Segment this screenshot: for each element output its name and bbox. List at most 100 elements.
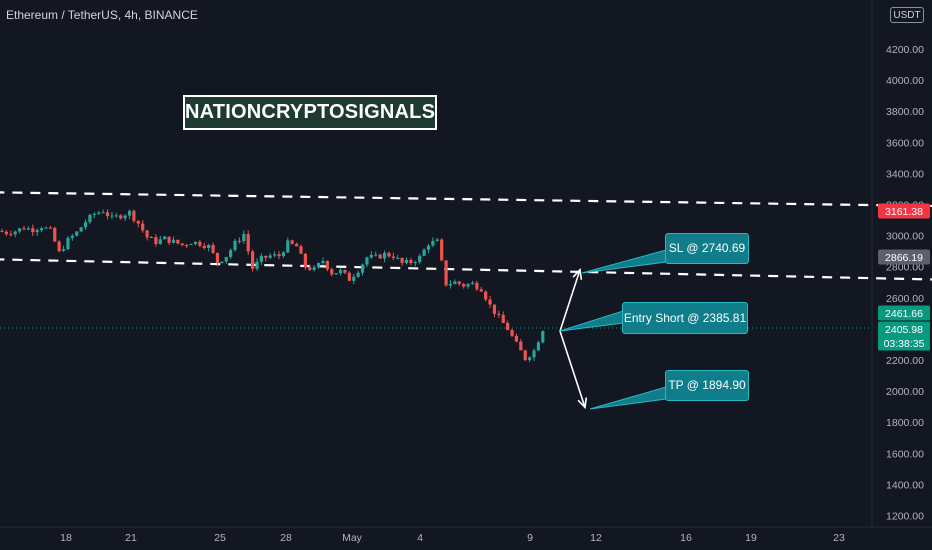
- candle-up: [360, 264, 365, 273]
- y-tick-label: 1600.00: [886, 448, 924, 460]
- candle-down: [347, 272, 351, 281]
- trade-arrow-line: [559, 330, 586, 408]
- candle-down: [479, 289, 483, 292]
- candle-up: [163, 236, 167, 240]
- price-badge-bg: [878, 335, 930, 351]
- candle-up: [532, 350, 536, 358]
- candle-down: [501, 314, 505, 324]
- candle-down: [167, 236, 171, 243]
- price-badge-bg: [878, 203, 930, 219]
- y-tick-label: 2800.00: [886, 262, 924, 274]
- arrow-up-head: [572, 268, 583, 280]
- candle-up: [97, 212, 101, 214]
- trade-arrow-line: [559, 269, 581, 332]
- sl-callout[interactable]: SL @ 2740.69: [665, 233, 749, 264]
- candle-down: [9, 234, 13, 236]
- candle-down: [154, 237, 158, 244]
- candle-down: [237, 240, 242, 242]
- candle-up: [352, 276, 356, 281]
- y-tick-label: 2600.00: [886, 293, 924, 305]
- candle-up: [75, 231, 79, 236]
- price-badge-bg: [878, 321, 930, 337]
- candle-down: [119, 215, 123, 219]
- price-badge-bg: [878, 249, 930, 265]
- candle-down: [400, 257, 404, 264]
- candle-up: [426, 245, 431, 250]
- currency-badge[interactable]: USDT: [890, 7, 924, 23]
- candle-up: [255, 261, 259, 269]
- candle-up: [70, 235, 74, 238]
- candle-down: [215, 252, 220, 263]
- candle-down: [176, 239, 180, 244]
- price-badge-bg: [878, 305, 930, 321]
- candle-up: [418, 255, 422, 263]
- y-tick-label: 4200.00: [886, 44, 924, 56]
- candle-up: [453, 281, 457, 284]
- candle-up: [17, 228, 22, 232]
- candle-up: [224, 257, 228, 262]
- x-tick-label: 18: [60, 532, 72, 544]
- candle-up: [171, 239, 176, 243]
- candle-down: [523, 350, 527, 361]
- candle-up: [83, 222, 88, 228]
- candle-down: [506, 323, 510, 331]
- candle-up: [79, 227, 83, 232]
- candle-up: [466, 284, 470, 287]
- candle-up: [39, 228, 44, 231]
- candle-down: [48, 227, 52, 229]
- candle-down: [246, 234, 250, 252]
- candle-down: [497, 313, 501, 315]
- candle-up: [382, 252, 387, 259]
- candle-up: [404, 259, 409, 264]
- candle-down: [391, 256, 395, 258]
- x-tick-label: May: [342, 532, 363, 544]
- candle-up: [13, 231, 17, 235]
- candle-down: [387, 252, 391, 257]
- candle-up: [528, 357, 532, 361]
- candle-up: [101, 212, 105, 214]
- candle-up: [233, 240, 237, 250]
- candle-up: [92, 213, 96, 215]
- candle-down: [440, 239, 444, 261]
- tp-callout[interactable]: TP @ 1894.90: [665, 370, 749, 401]
- y-tick-label: 2200.00: [886, 355, 924, 367]
- candle-up: [66, 237, 70, 250]
- candle-down: [0, 230, 4, 232]
- candle-down: [303, 253, 307, 268]
- channel-lower-line: [0, 258, 932, 281]
- candle-up: [365, 257, 369, 265]
- candle-up: [273, 254, 277, 256]
- candle-up: [312, 267, 316, 270]
- candle-up: [242, 234, 246, 242]
- candle-up: [127, 210, 132, 216]
- candle-down: [264, 255, 268, 258]
- candle-up: [110, 215, 114, 217]
- tp-callout-pointer: [589, 386, 667, 410]
- candle-down: [136, 220, 140, 224]
- symbol-title[interactable]: Ethereum / TetherUS, 4h, BINANCE: [6, 8, 198, 22]
- candle-up: [413, 262, 417, 264]
- x-tick-label: 23: [833, 532, 845, 544]
- x-tick-label: 28: [280, 532, 292, 544]
- candle-down: [145, 230, 149, 238]
- x-tick-label: 19: [745, 532, 757, 544]
- watermark-label: NATIONCRYPTOSIGNALS: [183, 95, 437, 130]
- candle-up: [259, 255, 264, 262]
- candle-up: [321, 260, 325, 264]
- x-tick-label: 12: [590, 532, 602, 544]
- candle-up: [396, 257, 400, 259]
- y-tick-label: 1800.00: [886, 417, 924, 429]
- candle-down: [211, 244, 215, 253]
- price-badge-label: 2405.98: [885, 324, 923, 336]
- price-badge-label: 3161.38: [885, 206, 923, 218]
- candle-up: [338, 269, 343, 274]
- candle-down: [180, 243, 184, 246]
- entry-callout[interactable]: Entry Short @ 2385.81: [622, 302, 748, 334]
- candle-down: [519, 341, 523, 351]
- price-badge-label: 03:38:35: [884, 338, 925, 350]
- x-tick-label: 21: [125, 532, 137, 544]
- y-tick-label: 1400.00: [886, 479, 924, 491]
- candle-up: [286, 240, 290, 253]
- candle-up: [44, 227, 48, 229]
